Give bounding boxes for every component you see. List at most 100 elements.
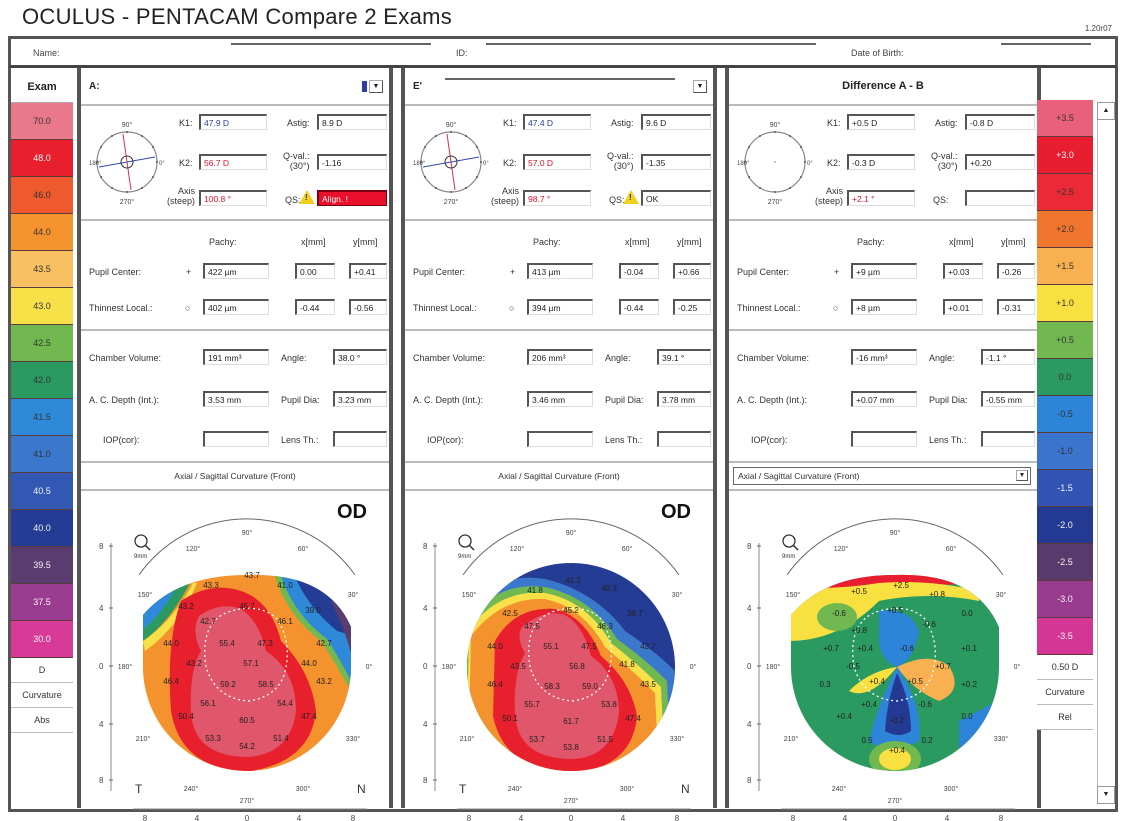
exam-dropdown-button[interactable]: ▼	[693, 80, 707, 93]
svg-text:4: 4	[519, 814, 524, 821]
svg-text:59.0: 59.0	[582, 682, 598, 691]
svg-text:+0.4: +0.4	[861, 700, 877, 709]
topography-map[interactable]: 90° 120° 60° 150° 30° 180° 0° 210° 330° 240° 300° 2…	[81, 491, 389, 821]
svg-text:41.2: 41.2	[565, 576, 581, 585]
svg-text:9mm: 9mm	[458, 554, 471, 560]
diff-scale-swatch: +2.5	[1037, 174, 1093, 211]
name-label: Name:	[33, 48, 60, 58]
thinnest-label: Thinnest Local.:	[413, 303, 477, 313]
map-type-select[interactable]: Axial / Sagittal Curvature (Front) ▼	[733, 467, 1031, 485]
pupil-x-field: 0.00	[295, 263, 335, 279]
axis-wheel-icon: 90° 270° 0° 180°	[737, 121, 813, 206]
exam-scale-swatch: 37.5	[11, 584, 73, 621]
x-header: x[mm]	[625, 237, 650, 247]
lens-th-field[interactable]	[981, 431, 1035, 447]
ac-depth-label: A. C. Depth (Int.):	[737, 395, 808, 405]
svg-text:8: 8	[467, 814, 472, 821]
lens-th-field[interactable]	[657, 431, 711, 447]
svg-text:4: 4	[99, 604, 104, 613]
iop-field[interactable]	[851, 431, 917, 447]
topography-map[interactable]: 90° 120° 60° 150° 30° 180° 0° 210° 330° 240° 300° 2…	[729, 491, 1037, 821]
svg-text:150°: 150°	[786, 591, 801, 599]
keratometry-section: 90° 270° 0° 180° K1: 47.9 D Astig: 8.9 D K2…	[81, 106, 389, 221]
svg-text:+0.8: +0.8	[929, 590, 945, 599]
astig-label: Astig:	[935, 118, 958, 128]
pachy-header: Pachy:	[857, 237, 885, 247]
exam-scale-swatch: 40.0	[11, 510, 73, 547]
axis-wheel-icon: 90° 270° 0° 180°	[413, 121, 489, 206]
k2-field: -0.3 D	[847, 154, 915, 170]
map-type-dropdown-button[interactable]: ▼	[1016, 470, 1028, 481]
chamber-volume-field: 191 mm³	[203, 349, 269, 365]
keratometry-section: 90° 270° 0° 180° K1: +0.5 D Astig: -0.8 D K…	[729, 106, 1037, 221]
iop-field[interactable]	[203, 431, 269, 447]
exam-dropdown-button[interactable]: ▼	[369, 80, 383, 93]
exam-scale-swatch: 41.5	[11, 399, 73, 436]
exam-scale-swatch: 42.0	[11, 362, 73, 399]
svg-text:330°: 330°	[994, 735, 1009, 743]
thin-pachy-field: 402 µm	[203, 299, 269, 315]
scrollbar[interactable]	[1097, 120, 1115, 800]
topography-map[interactable]: 90° 120° 60° 150° 30° 180° 0° 210° 330° 240° 300° 2…	[405, 491, 713, 821]
version-label: 1.20r07	[1084, 24, 1112, 33]
svg-text:8: 8	[747, 776, 752, 785]
exam-scale-swatch: 46.0	[11, 177, 73, 214]
diff-scale-mode-button[interactable]: Rel	[1037, 705, 1093, 730]
svg-text:4: 4	[423, 604, 428, 613]
diff-scale-swatch: +3.5	[1037, 100, 1093, 137]
svg-text:0°: 0°	[1014, 663, 1021, 671]
svg-text:240°: 240°	[832, 785, 847, 793]
exam-select-field[interactable]	[445, 78, 675, 80]
pupil-dia-field: -0.55 mm	[981, 391, 1035, 407]
iop-field[interactable]	[527, 431, 593, 447]
id-field[interactable]	[486, 43, 816, 45]
svg-text:40.3: 40.3	[601, 584, 617, 593]
exam-a-panel: A: ▼ 90° 270° 0° 180° K1: 47.9 D Astig: 8.9…	[77, 68, 393, 821]
axis-label: Axis (steep)	[815, 186, 844, 206]
pupil-center-marker-icon: +	[510, 267, 516, 277]
scroll-down-button[interactable]: ▼	[1097, 786, 1115, 804]
diff-scale-step-button[interactable]: 0.50 D	[1037, 655, 1093, 680]
svg-text:39.0: 39.0	[305, 606, 321, 615]
svg-text:0: 0	[747, 662, 752, 671]
qval-field: -1.35	[641, 154, 711, 170]
svg-text:43.7: 43.7	[244, 571, 260, 580]
svg-text:+0.1: +0.1	[961, 644, 977, 653]
svg-text:4: 4	[423, 720, 428, 729]
k2-field: 56.7 D	[199, 154, 267, 170]
svg-text:58.5: 58.5	[258, 680, 274, 689]
svg-text:90°: 90°	[770, 121, 781, 129]
chamber-volume-field: -16 mm³	[851, 349, 917, 365]
axis-label: Axis (steep)	[167, 186, 196, 206]
diff-scale-swatch: +1.5	[1037, 248, 1093, 285]
chamber-volume-label: Chamber Volume:	[737, 353, 810, 363]
svg-text:47.5: 47.5	[581, 642, 597, 651]
svg-text:120°: 120°	[510, 545, 525, 553]
svg-text:43.2: 43.2	[186, 659, 202, 668]
ac-depth-label: A. C. Depth (Int.):	[89, 395, 160, 405]
scale-mode-button[interactable]: Abs	[11, 708, 73, 733]
pupil-dia-field: 3.23 mm	[333, 391, 387, 407]
thin-pachy-field: 394 µm	[527, 299, 593, 315]
svg-text:240°: 240°	[508, 785, 523, 793]
scroll-up-button[interactable]: ▲	[1097, 102, 1115, 120]
name-field[interactable]	[231, 43, 431, 45]
k2-label: K2:	[503, 158, 517, 168]
lens-th-field[interactable]	[333, 431, 387, 447]
scale-type-button[interactable]: Curvature	[11, 683, 73, 708]
svg-text:+0.4: +0.4	[857, 644, 873, 653]
svg-text:0: 0	[569, 814, 574, 821]
qval-label: Q-val.: (30°)	[283, 151, 310, 171]
svg-text:300°: 300°	[620, 785, 635, 793]
svg-text:-0.6: -0.6	[900, 644, 914, 653]
thin-x-field: -0.44	[619, 299, 659, 315]
dob-field[interactable]	[1001, 43, 1091, 45]
pupil-pachy-field: 413 µm	[527, 263, 593, 279]
svg-text:210°: 210°	[460, 735, 475, 743]
scale-unit-button[interactable]: D	[11, 658, 73, 683]
astig-field: -0.8 D	[965, 114, 1035, 130]
diff-scale-type-button[interactable]: Curvature	[1037, 680, 1093, 705]
axis-field: +2.1 °	[847, 190, 915, 206]
astig-field: 8.9 D	[317, 114, 387, 130]
chamber-section: Chamber Volume: 206 mm³ Angle: 39.1 ° A.…	[405, 331, 713, 463]
